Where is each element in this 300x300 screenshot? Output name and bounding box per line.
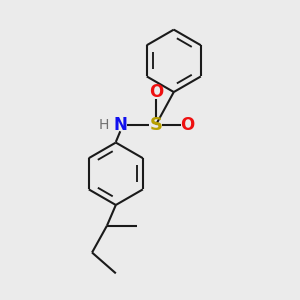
- Text: O: O: [180, 116, 194, 134]
- Text: S: S: [149, 116, 162, 134]
- Text: O: O: [149, 83, 163, 101]
- Text: N: N: [113, 116, 127, 134]
- Text: H: H: [99, 118, 109, 132]
